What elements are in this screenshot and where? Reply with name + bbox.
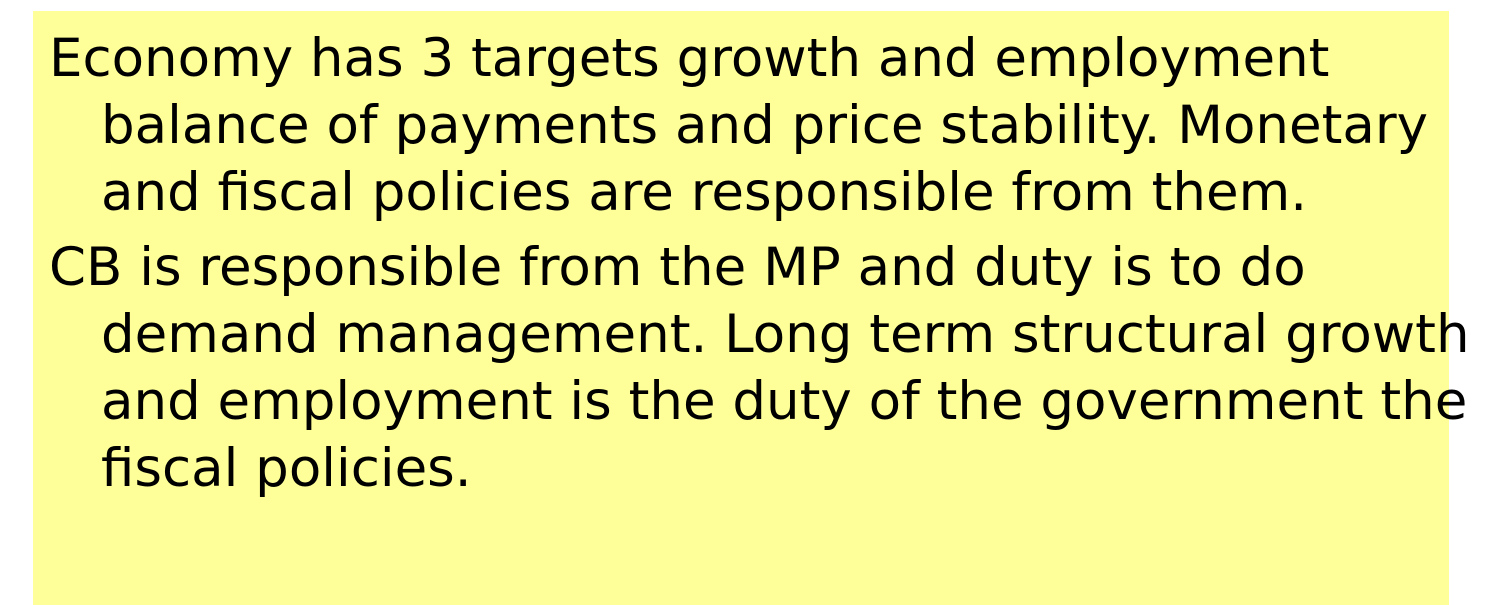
paragraph-economy-targets: Economy has 3 targets growth and employm… [49,28,1429,223]
paragraph-cb-responsibility: CB is responsible from the MP and duty i… [49,237,1470,499]
slide-text-box: Economy has 3 targets growth and employm… [33,11,1470,605]
